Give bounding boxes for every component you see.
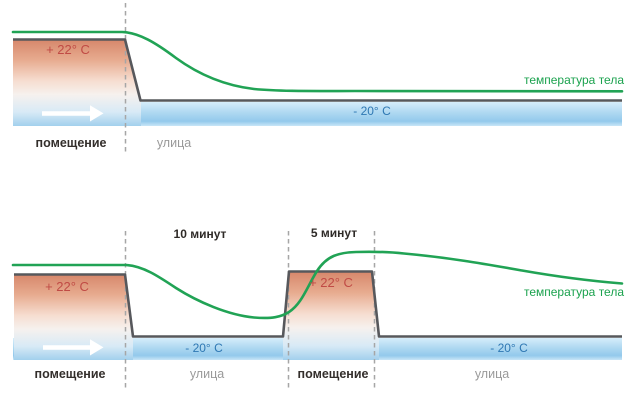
curve-label-bottom: температура тела xyxy=(523,285,624,299)
interval-label-5min: 5 минут xyxy=(310,226,358,240)
zone-label-street-top: улица xyxy=(156,136,192,150)
zone-label-room-bottom-2: помещение xyxy=(297,367,369,381)
zone-label-street-bottom-2: улица xyxy=(474,367,510,381)
street-temp-value-top: - 20° C xyxy=(353,104,391,118)
street-temp-value-bottom-1: - 20° C xyxy=(185,341,223,355)
zone-label-street-bottom-1: улица xyxy=(189,367,225,381)
room-temp-value-bottom-1: + 22° C xyxy=(45,279,89,294)
zone-label-room-top: помещение xyxy=(35,136,107,150)
interval-label-10min: 10 минут xyxy=(173,227,227,241)
street-temp-value-bottom-2: - 20° C xyxy=(490,341,528,355)
curve-label-top: температура тела xyxy=(523,73,624,87)
room-temp-value-bottom-2: + 22° C xyxy=(309,275,353,290)
room-temp-value-top: + 22° C xyxy=(46,42,90,57)
zone-label-room-bottom-1: помещение xyxy=(34,367,106,381)
